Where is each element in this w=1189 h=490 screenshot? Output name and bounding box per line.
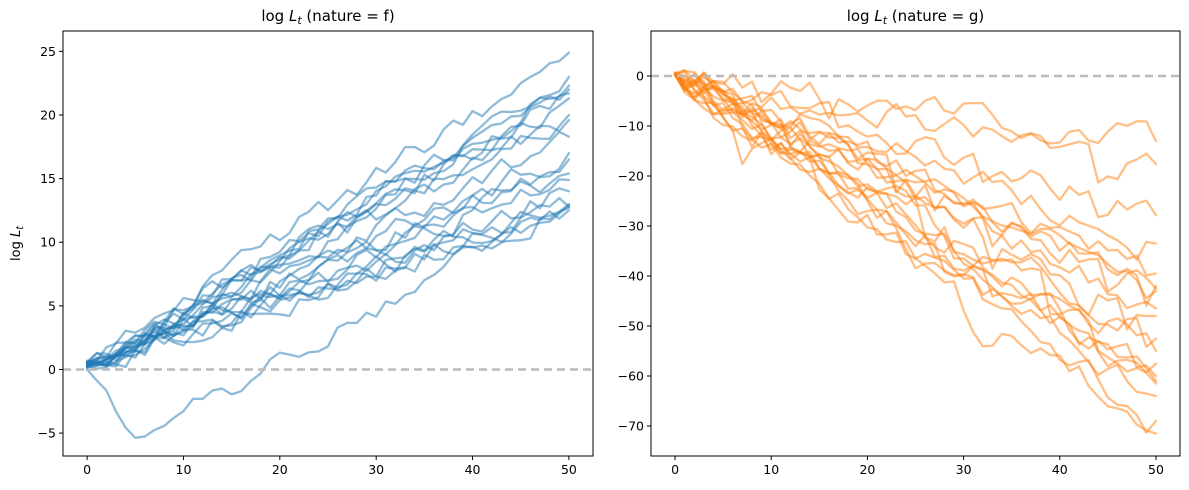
chart-title: log Lt (nature = g) [847, 7, 985, 27]
series-line [673, 71, 1158, 184]
series-line [673, 73, 1158, 331]
y-tick-label: 0 [636, 69, 644, 84]
y-tick-label: 25 [40, 44, 56, 59]
x-tick-label: 40 [1052, 462, 1068, 477]
y-tick-label: −40 [618, 269, 644, 284]
series-line [673, 72, 1158, 398]
y-tick-label: −5 [38, 426, 56, 441]
y-tick-label: 0 [48, 362, 56, 377]
series-line [85, 202, 571, 368]
series-line [673, 68, 1158, 219]
panel-g: 0 10 20 30 40 50 −70 −60 −50 −40 −30 −20 −10 0 log Lt … [618, 7, 1181, 477]
series-line [85, 113, 571, 367]
x-tick-label: 10 [176, 462, 192, 477]
series-line [85, 152, 571, 369]
series-line [85, 172, 571, 367]
y-tick-label: 15 [40, 171, 56, 186]
panel-f: 0 10 20 30 40 50 −5 0 5 10 15 20 25 log Lt (nature = … [9, 7, 594, 477]
y-tick-label: −70 [618, 419, 644, 434]
series-line [673, 71, 1158, 349]
series-line [85, 88, 571, 363]
plot-area [651, 68, 1180, 435]
x-tick-label: 30 [368, 462, 384, 477]
y-tick-label: −30 [618, 219, 644, 234]
series-line [673, 72, 1158, 383]
series-line [673, 72, 1158, 300]
x-tick-label: 40 [465, 462, 481, 477]
x-tick-label: 10 [763, 462, 779, 477]
x-tick-label: 20 [859, 462, 875, 477]
series-line [85, 130, 571, 370]
y-axis-label: log Lt [9, 225, 26, 261]
axes-frame [62, 30, 594, 457]
x-tick-label: 0 [671, 462, 679, 477]
y-tick-label: −20 [618, 169, 644, 184]
series-line [85, 196, 571, 366]
x-tick-label: 20 [272, 462, 288, 477]
chart-title: log Lt (nature = f) [261, 7, 394, 27]
series-line [673, 70, 1158, 385]
series-line [673, 72, 1158, 353]
series-line [673, 73, 1158, 261]
x-tick-label: 50 [561, 462, 577, 477]
y-tick-label: 5 [48, 298, 56, 313]
series-line [85, 187, 571, 369]
y-tick-label: −60 [618, 369, 644, 384]
series-line [673, 69, 1158, 435]
x-tick-label: 30 [956, 462, 972, 477]
series-line [85, 92, 571, 365]
y-tick-label: −50 [618, 319, 644, 334]
plot-area [63, 51, 593, 440]
axes-frame [650, 30, 1181, 457]
x-tick-label: 50 [1148, 462, 1164, 477]
x-tick-label: 0 [83, 462, 91, 477]
series-line [85, 204, 571, 440]
series-line [85, 206, 571, 365]
y-tick-label: −10 [618, 119, 644, 134]
y-tick-label: 20 [40, 107, 56, 122]
y-tick-label: 10 [40, 235, 56, 250]
series-line [673, 71, 1158, 145]
